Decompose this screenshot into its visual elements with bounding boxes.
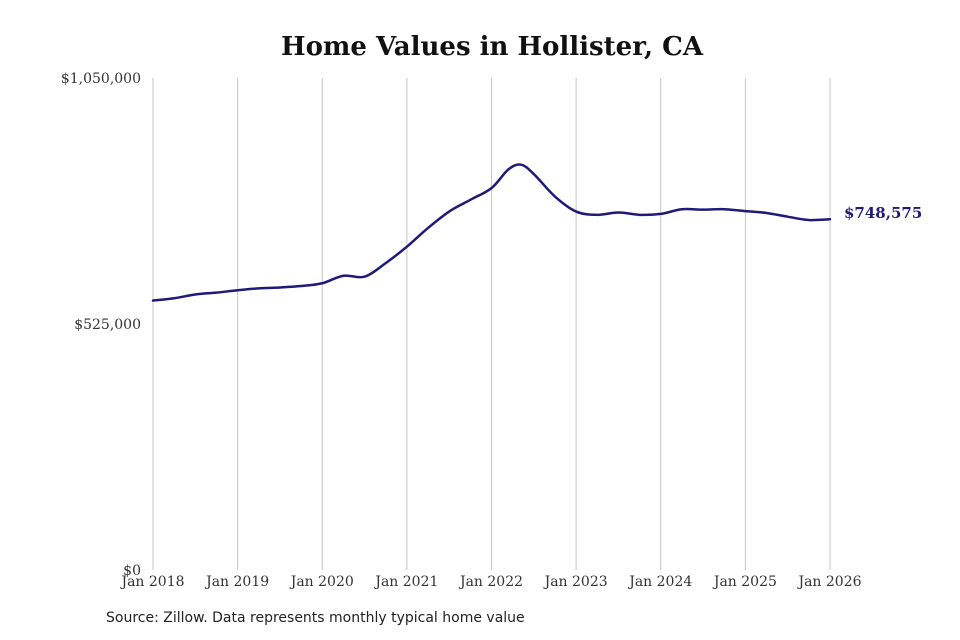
source-note: Source: Zillow. Data represents monthly … [106, 610, 525, 626]
y-tick-label: $0 [123, 563, 141, 579]
y-tick-label: $1,050,000 [61, 71, 141, 87]
chart-title: Home Values in Hollister, CA [281, 32, 704, 62]
x-tick-label: Jan 2025 [712, 574, 777, 590]
home-value-series-line [151, 163, 832, 302]
x-tick-label: Jan 2026 [796, 574, 861, 590]
x-tick-label: Jan 2020 [289, 574, 354, 590]
x-tick-label: Jan 2024 [627, 574, 692, 590]
y-axis-tick-labels: $0 $525,000 $1,050,000 [61, 71, 141, 579]
y-tick-label: $525,000 [74, 317, 141, 333]
x-tick-label: Jan 2021 [373, 574, 438, 590]
x-tick-label: Jan 2018 [119, 574, 184, 590]
x-tick-label: Jan 2023 [543, 574, 608, 590]
x-tick-label: Jan 2022 [458, 574, 523, 590]
x-tick-label: Jan 2019 [204, 574, 269, 590]
x-axis-tick-labels: Jan 2018 Jan 2019 Jan 2020 Jan 2021 Jan 2022… [119, 574, 861, 590]
latest-value-label: $748,575 [844, 204, 922, 222]
grid-lines [152, 78, 831, 570]
